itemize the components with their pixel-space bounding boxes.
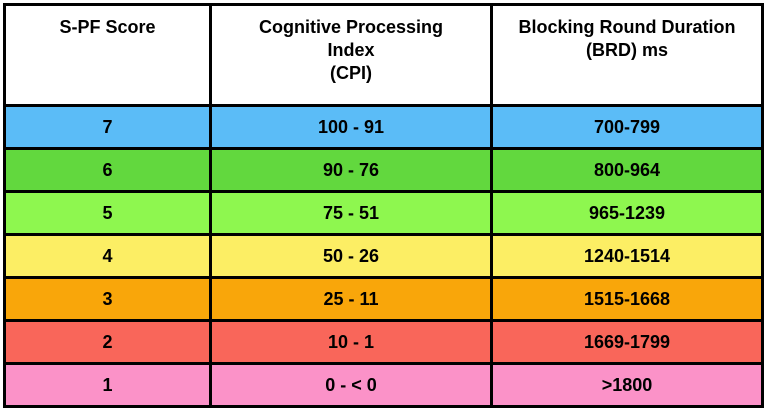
table-row: 6 90 - 76 800-964	[3, 147, 764, 193]
score-cell: 4	[3, 233, 212, 279]
cpi-cell: 50 - 26	[209, 233, 493, 279]
header-spf-score: S-PF Score	[3, 3, 212, 107]
header-line: Index	[327, 40, 375, 60]
cpi-cell: 75 - 51	[209, 190, 493, 236]
score-cell: 6	[3, 147, 212, 193]
cpi-cell: 0 - < 0	[209, 362, 493, 408]
brd-cell: 1515-1668	[490, 276, 764, 322]
cpi-cell: 100 - 91	[209, 104, 493, 150]
header-line: S-PF Score	[59, 17, 156, 37]
header-row: S-PF Score Cognitive Processing Index (C…	[3, 3, 764, 107]
brd-cell: >1800	[490, 362, 764, 408]
header-cpi: Cognitive Processing Index (CPI)	[209, 3, 493, 107]
score-cell: 5	[3, 190, 212, 236]
header-line: Cognitive Processing	[258, 17, 444, 37]
header-line: Blocking Round Duration	[518, 17, 736, 37]
header-brd: Blocking Round Duration (BRD) ms	[490, 3, 764, 107]
score-cell: 7	[3, 104, 212, 150]
brd-cell: 1669-1799	[490, 319, 764, 365]
score-cell: 1	[3, 362, 212, 408]
score-cell: 2	[3, 319, 212, 365]
table-row: 4 50 - 26 1240-1514	[3, 233, 764, 279]
score-table: S-PF Score Cognitive Processing Index (C…	[3, 3, 764, 408]
brd-cell: 800-964	[490, 147, 764, 193]
table-row: 5 75 - 51 965-1239	[3, 190, 764, 236]
header-line: (BRD) ms	[585, 40, 668, 60]
cpi-cell: 25 - 11	[209, 276, 493, 322]
score-cell: 3	[3, 276, 212, 322]
brd-cell: 965-1239	[490, 190, 764, 236]
table-row: 7 100 - 91 700-799	[3, 104, 764, 150]
table-row: 1 0 - < 0 >1800	[3, 362, 764, 408]
header-line: (CPI)	[330, 63, 372, 83]
brd-cell: 700-799	[490, 104, 764, 150]
cpi-cell: 90 - 76	[209, 147, 493, 193]
table-row: 3 25 - 11 1515-1668	[3, 276, 764, 322]
cpi-cell: 10 - 1	[209, 319, 493, 365]
table-row: 2 10 - 1 1669-1799	[3, 319, 764, 365]
brd-cell: 1240-1514	[490, 233, 764, 279]
